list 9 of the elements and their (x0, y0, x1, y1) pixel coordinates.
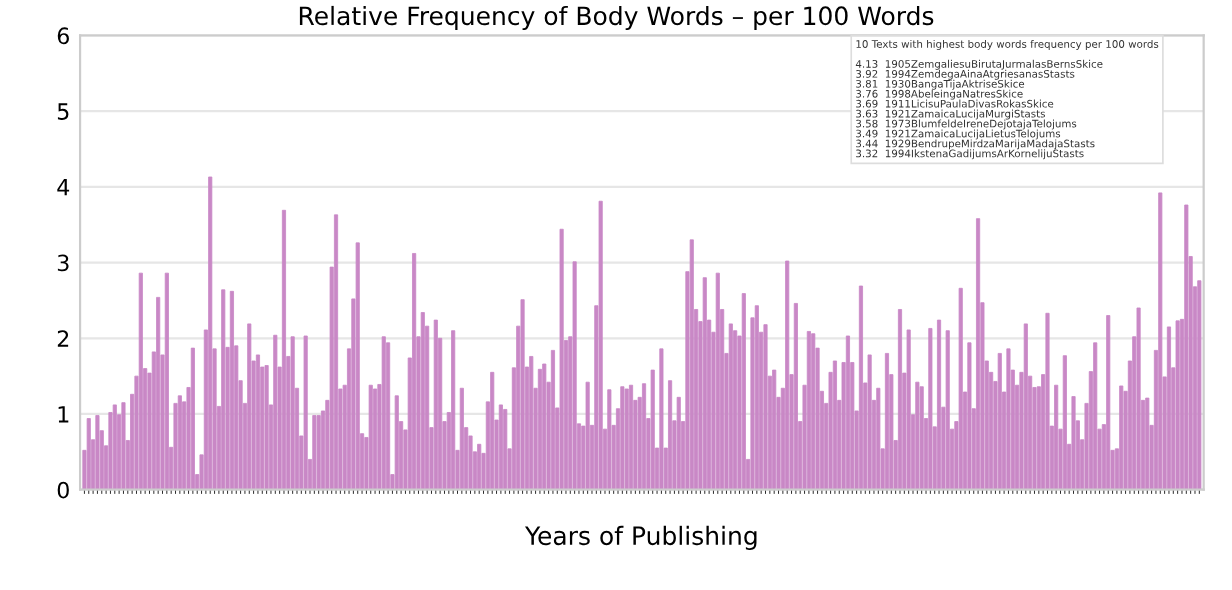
y-tick-label: 2 (57, 330, 69, 347)
chart-title: Relative Frequency of Body Words – per 100 Words (299, 5, 934, 31)
y-tick-label: 1 (58, 406, 69, 423)
y-tick-label: 4 (57, 179, 70, 196)
y-tick-label: 0 (57, 481, 69, 499)
x-axis-title: Years of Publishing (524, 525, 757, 551)
y-tick-label: 3 (57, 254, 69, 272)
y-tick-label: 6 (57, 27, 69, 45)
y-tick-label: 5 (57, 103, 69, 120)
